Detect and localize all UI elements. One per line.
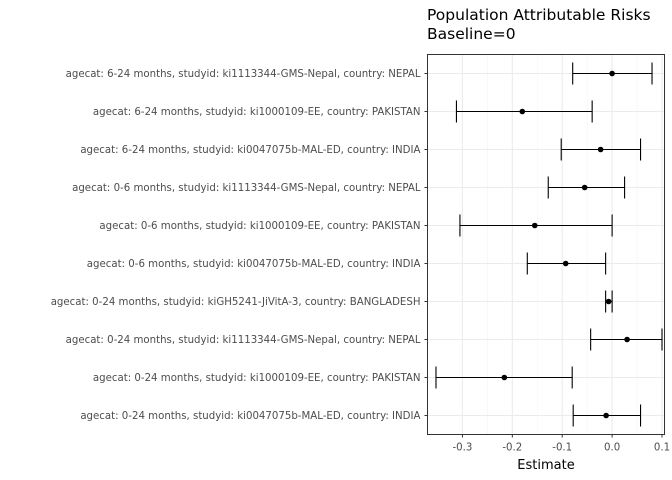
estimate-point	[609, 70, 615, 77]
category-label: agecat: 0-24 months, studyid: kiGH5241-J…	[51, 297, 421, 308]
x-tick-label: -0.3	[452, 443, 472, 454]
x-axis-title: Estimate	[517, 458, 574, 473]
x-tick-label: 0.1	[654, 443, 670, 454]
category-label: agecat: 0-6 months, studyid: ki1113344-G…	[72, 183, 421, 194]
category-label: agecat: 0-24 months, studyid: ki1113344-…	[66, 335, 421, 346]
estimate-point	[603, 412, 609, 419]
x-tick-label: -0.2	[502, 443, 522, 454]
chart-title: Population Attributable Risks	[427, 6, 651, 24]
estimate-point	[624, 336, 630, 343]
marks	[435, 62, 663, 427]
estimate-point	[501, 374, 508, 381]
category-label: agecat: 0-24 months, studyid: ki0047075b…	[80, 411, 420, 422]
estimate-point	[605, 298, 612, 305]
estimate-point	[531, 222, 538, 229]
estimate-point	[519, 108, 526, 115]
estimate-point	[597, 146, 604, 153]
category-label: agecat: 0-6 months, studyid: ki1000109-E…	[99, 221, 420, 232]
category-label: agecat: 0-6 months, studyid: ki0047075b-…	[87, 259, 421, 270]
y-axis-labels: agecat: 6-24 months, studyid: ki1113344-…	[51, 69, 428, 422]
category-label: agecat: 0-24 months, studyid: ki1000109-…	[93, 373, 421, 384]
x-axis: -0.3 -0.2 -0.1 0.0 0.1	[452, 434, 670, 454]
category-label: agecat: 6-24 months, studyid: ki1113344-…	[66, 69, 421, 80]
category-label: agecat: 6-24 months, studyid: ki0047075b…	[80, 145, 420, 156]
category-label: agecat: 6-24 months, studyid: ki1000109-…	[93, 107, 421, 118]
x-tick-label: -0.1	[552, 443, 572, 454]
estimate-point	[581, 184, 588, 191]
x-tick-label: 0.0	[604, 443, 620, 454]
estimate-point	[562, 260, 569, 267]
panel-border	[427, 54, 665, 435]
chart-subtitle: Baseline=0	[427, 25, 516, 43]
